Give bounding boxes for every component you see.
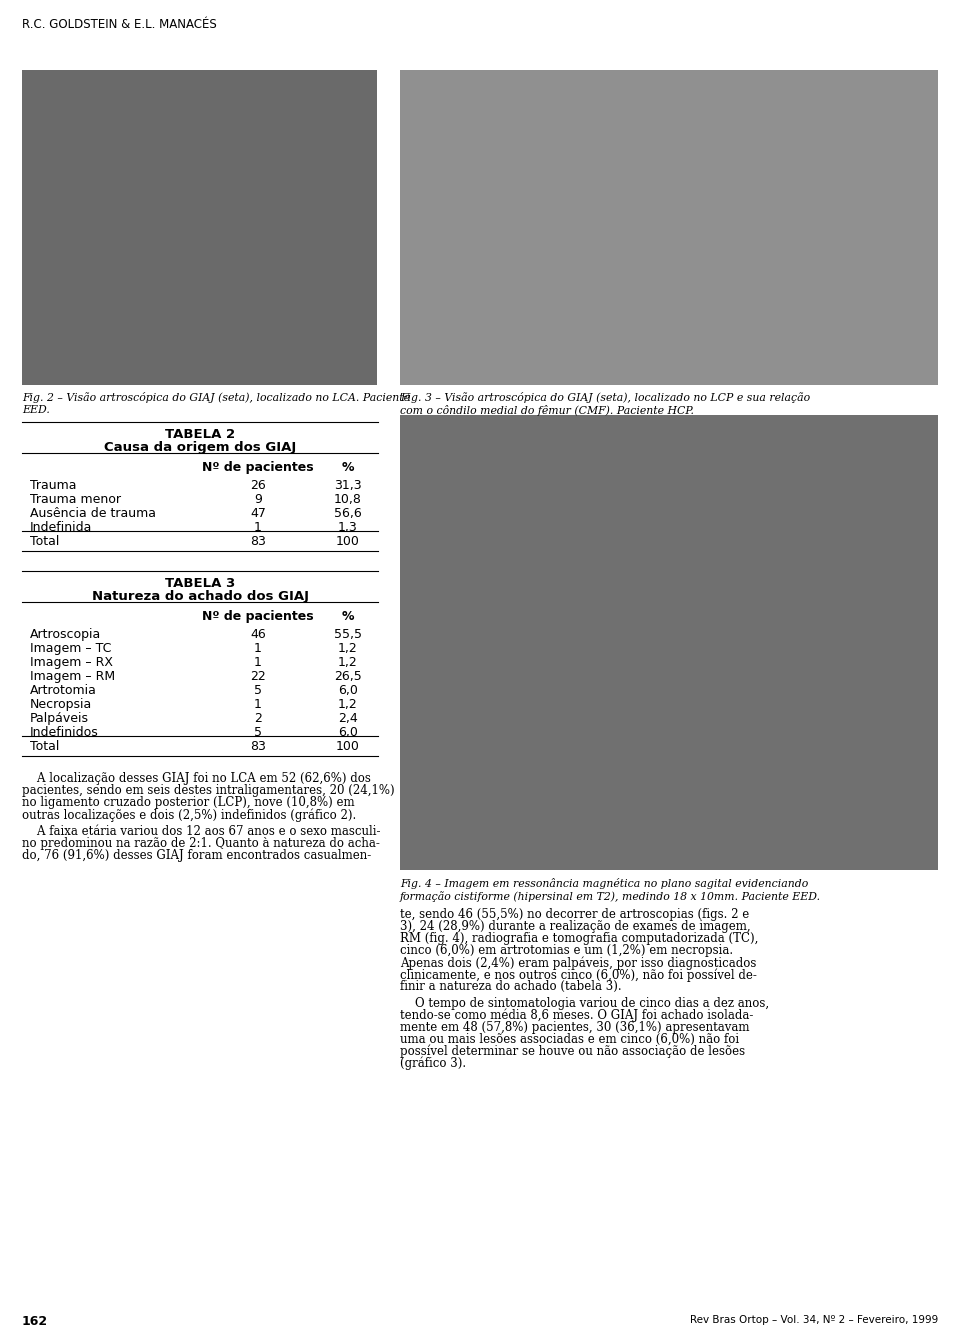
- Text: Apenas dois (2,4%) eram palpáveis, por isso diagnosticados: Apenas dois (2,4%) eram palpáveis, por i…: [400, 956, 756, 969]
- Text: com o côndilo medial do fêmur (CMF). Paciente HCP.: com o côndilo medial do fêmur (CMF). Pac…: [400, 405, 694, 417]
- Text: 56,6: 56,6: [334, 507, 362, 521]
- Text: 1: 1: [254, 642, 262, 655]
- Text: cinco (6,0%) em artrotomias e um (1,2%) em necropsia.: cinco (6,0%) em artrotomias e um (1,2%) …: [400, 944, 733, 957]
- Text: Fig. 4 – Imagem em ressonância magnética no plano sagital evidenciando: Fig. 4 – Imagem em ressonância magnética…: [400, 878, 808, 889]
- Text: Fig. 3 – Visão artroscópica do GIAJ (seta), localizado no LCP e sua relação: Fig. 3 – Visão artroscópica do GIAJ (set…: [400, 392, 810, 403]
- Text: %: %: [342, 610, 354, 623]
- Text: TABELA 3: TABELA 3: [165, 577, 235, 590]
- Text: Fig. 2 – Visão artroscópica do GIAJ (seta), localizado no LCA. Paciente: Fig. 2 – Visão artroscópica do GIAJ (set…: [22, 392, 410, 403]
- Text: 1,2: 1,2: [338, 642, 358, 655]
- Text: 26: 26: [251, 479, 266, 493]
- Text: 1,2: 1,2: [338, 655, 358, 669]
- Bar: [400, 69, 938, 384]
- Text: O tempo de sintomatologia variou de cinco dias a dez anos,: O tempo de sintomatologia variou de cinc…: [400, 997, 769, 1011]
- Text: Artroscopia: Artroscopia: [30, 627, 101, 641]
- Text: (gráfico 3).: (gráfico 3).: [400, 1057, 467, 1071]
- Text: formação cistiforme (hipersinal em T2), medindo 18 x 10mm. Paciente EED.: formação cistiforme (hipersinal em T2), …: [400, 890, 821, 902]
- Text: uma ou mais lesões associadas e em cinco (6,0%) não foi: uma ou mais lesões associadas e em cinco…: [400, 1033, 739, 1047]
- Text: 6,0: 6,0: [338, 684, 358, 697]
- Text: 6,0: 6,0: [338, 726, 358, 740]
- Text: tendo-se como média 8,6 meses. O GIAJ foi achado isolada-: tendo-se como média 8,6 meses. O GIAJ fo…: [400, 1009, 754, 1023]
- Bar: [22, 69, 377, 384]
- Text: mente em 48 (57,8%) pacientes, 30 (36,1%) apresentavam: mente em 48 (57,8%) pacientes, 30 (36,1%…: [400, 1021, 750, 1035]
- Text: Natureza do achado dos GIAJ: Natureza do achado dos GIAJ: [91, 590, 308, 603]
- Text: 10,8: 10,8: [334, 493, 362, 506]
- Text: 100: 100: [336, 740, 360, 753]
- Text: 1,2: 1,2: [338, 698, 358, 712]
- Bar: [400, 415, 938, 870]
- Text: Rev Bras Ortop – Vol. 34, Nº 2 – Fevereiro, 1999: Rev Bras Ortop – Vol. 34, Nº 2 – Feverei…: [689, 1315, 938, 1326]
- Text: Nº de pacientes: Nº de pacientes: [203, 461, 314, 474]
- Text: 31,3: 31,3: [334, 479, 362, 493]
- Text: pacientes, sendo em seis destes intraligamentares, 20 (24,1%): pacientes, sendo em seis destes intralig…: [22, 784, 395, 797]
- Text: 2,4: 2,4: [338, 712, 358, 725]
- Text: Necropsia: Necropsia: [30, 698, 92, 712]
- Text: Palpáveis: Palpáveis: [30, 712, 89, 725]
- Text: Total: Total: [30, 535, 60, 547]
- Text: 26,5: 26,5: [334, 670, 362, 684]
- Text: RM (fig. 4), radiografia e tomografia computadorizada (TC),: RM (fig. 4), radiografia e tomografia co…: [400, 932, 758, 945]
- Text: 1: 1: [254, 698, 262, 712]
- Text: A faixa etária variou dos 12 aos 67 anos e o sexo masculi-: A faixa etária variou dos 12 aos 67 anos…: [22, 825, 380, 838]
- Text: TABELA 2: TABELA 2: [165, 429, 235, 441]
- Text: do, 76 (91,6%) desses GIAJ foram encontrados casualmen-: do, 76 (91,6%) desses GIAJ foram encontr…: [22, 849, 372, 862]
- Text: te, sendo 46 (55,5%) no decorrer de artroscopias (figs. 2 e: te, sendo 46 (55,5%) no decorrer de artr…: [400, 908, 749, 921]
- Text: Artrotomia: Artrotomia: [30, 684, 97, 697]
- Text: clinicamente, e nos outros cinco (6,0%), não foi possível de-: clinicamente, e nos outros cinco (6,0%),…: [400, 968, 756, 981]
- Text: 9: 9: [254, 493, 262, 506]
- Text: Total: Total: [30, 740, 60, 753]
- Text: Indefinida: Indefinida: [30, 521, 92, 534]
- Text: Imagem – RX: Imagem – RX: [30, 655, 113, 669]
- Text: 162: 162: [22, 1315, 48, 1328]
- Text: Imagem – RM: Imagem – RM: [30, 670, 115, 684]
- Text: 2: 2: [254, 712, 262, 725]
- Text: 100: 100: [336, 535, 360, 547]
- Text: 83: 83: [250, 740, 266, 753]
- Text: %: %: [342, 461, 354, 474]
- Text: Imagem – TC: Imagem – TC: [30, 642, 111, 655]
- Text: possível determinar se houve ou não associação de lesões: possível determinar se houve ou não asso…: [400, 1045, 745, 1059]
- Text: 1: 1: [254, 521, 262, 534]
- Text: R.C. GOLDSTEIN & E.L. MANACÉS: R.C. GOLDSTEIN & E.L. MANACÉS: [22, 17, 217, 31]
- Text: Indefinidos: Indefinidos: [30, 726, 99, 740]
- Text: no ligamento cruzado posterior (LCP), nove (10,8%) em: no ligamento cruzado posterior (LCP), no…: [22, 796, 354, 809]
- Text: 46: 46: [251, 627, 266, 641]
- Text: 55,5: 55,5: [334, 627, 362, 641]
- Text: finir a natureza do achado (tabela 3).: finir a natureza do achado (tabela 3).: [400, 980, 622, 993]
- Text: outras localizações e dois (2,5%) indefinidos (gráfico 2).: outras localizações e dois (2,5%) indefi…: [22, 808, 356, 821]
- Text: EED.: EED.: [22, 405, 50, 415]
- Text: Trauma menor: Trauma menor: [30, 493, 121, 506]
- Text: Nº de pacientes: Nº de pacientes: [203, 610, 314, 623]
- Text: 47: 47: [250, 507, 266, 521]
- Text: 3), 24 (28,9%) durante a realização de exames de imagem,: 3), 24 (28,9%) durante a realização de e…: [400, 920, 751, 933]
- Text: 83: 83: [250, 535, 266, 547]
- Text: Ausência de trauma: Ausência de trauma: [30, 507, 156, 521]
- Text: 5: 5: [254, 726, 262, 740]
- Text: 22: 22: [251, 670, 266, 684]
- Text: 1: 1: [254, 655, 262, 669]
- Text: A localização desses GIAJ foi no LCA em 52 (62,6%) dos: A localização desses GIAJ foi no LCA em …: [22, 772, 371, 785]
- Text: 1,3: 1,3: [338, 521, 358, 534]
- Text: 5: 5: [254, 684, 262, 697]
- Text: Causa da origem dos GIAJ: Causa da origem dos GIAJ: [104, 441, 296, 454]
- Text: Trauma: Trauma: [30, 479, 77, 493]
- Text: no predominou na razão de 2:1. Quanto à natureza do acha-: no predominou na razão de 2:1. Quanto à …: [22, 837, 380, 850]
